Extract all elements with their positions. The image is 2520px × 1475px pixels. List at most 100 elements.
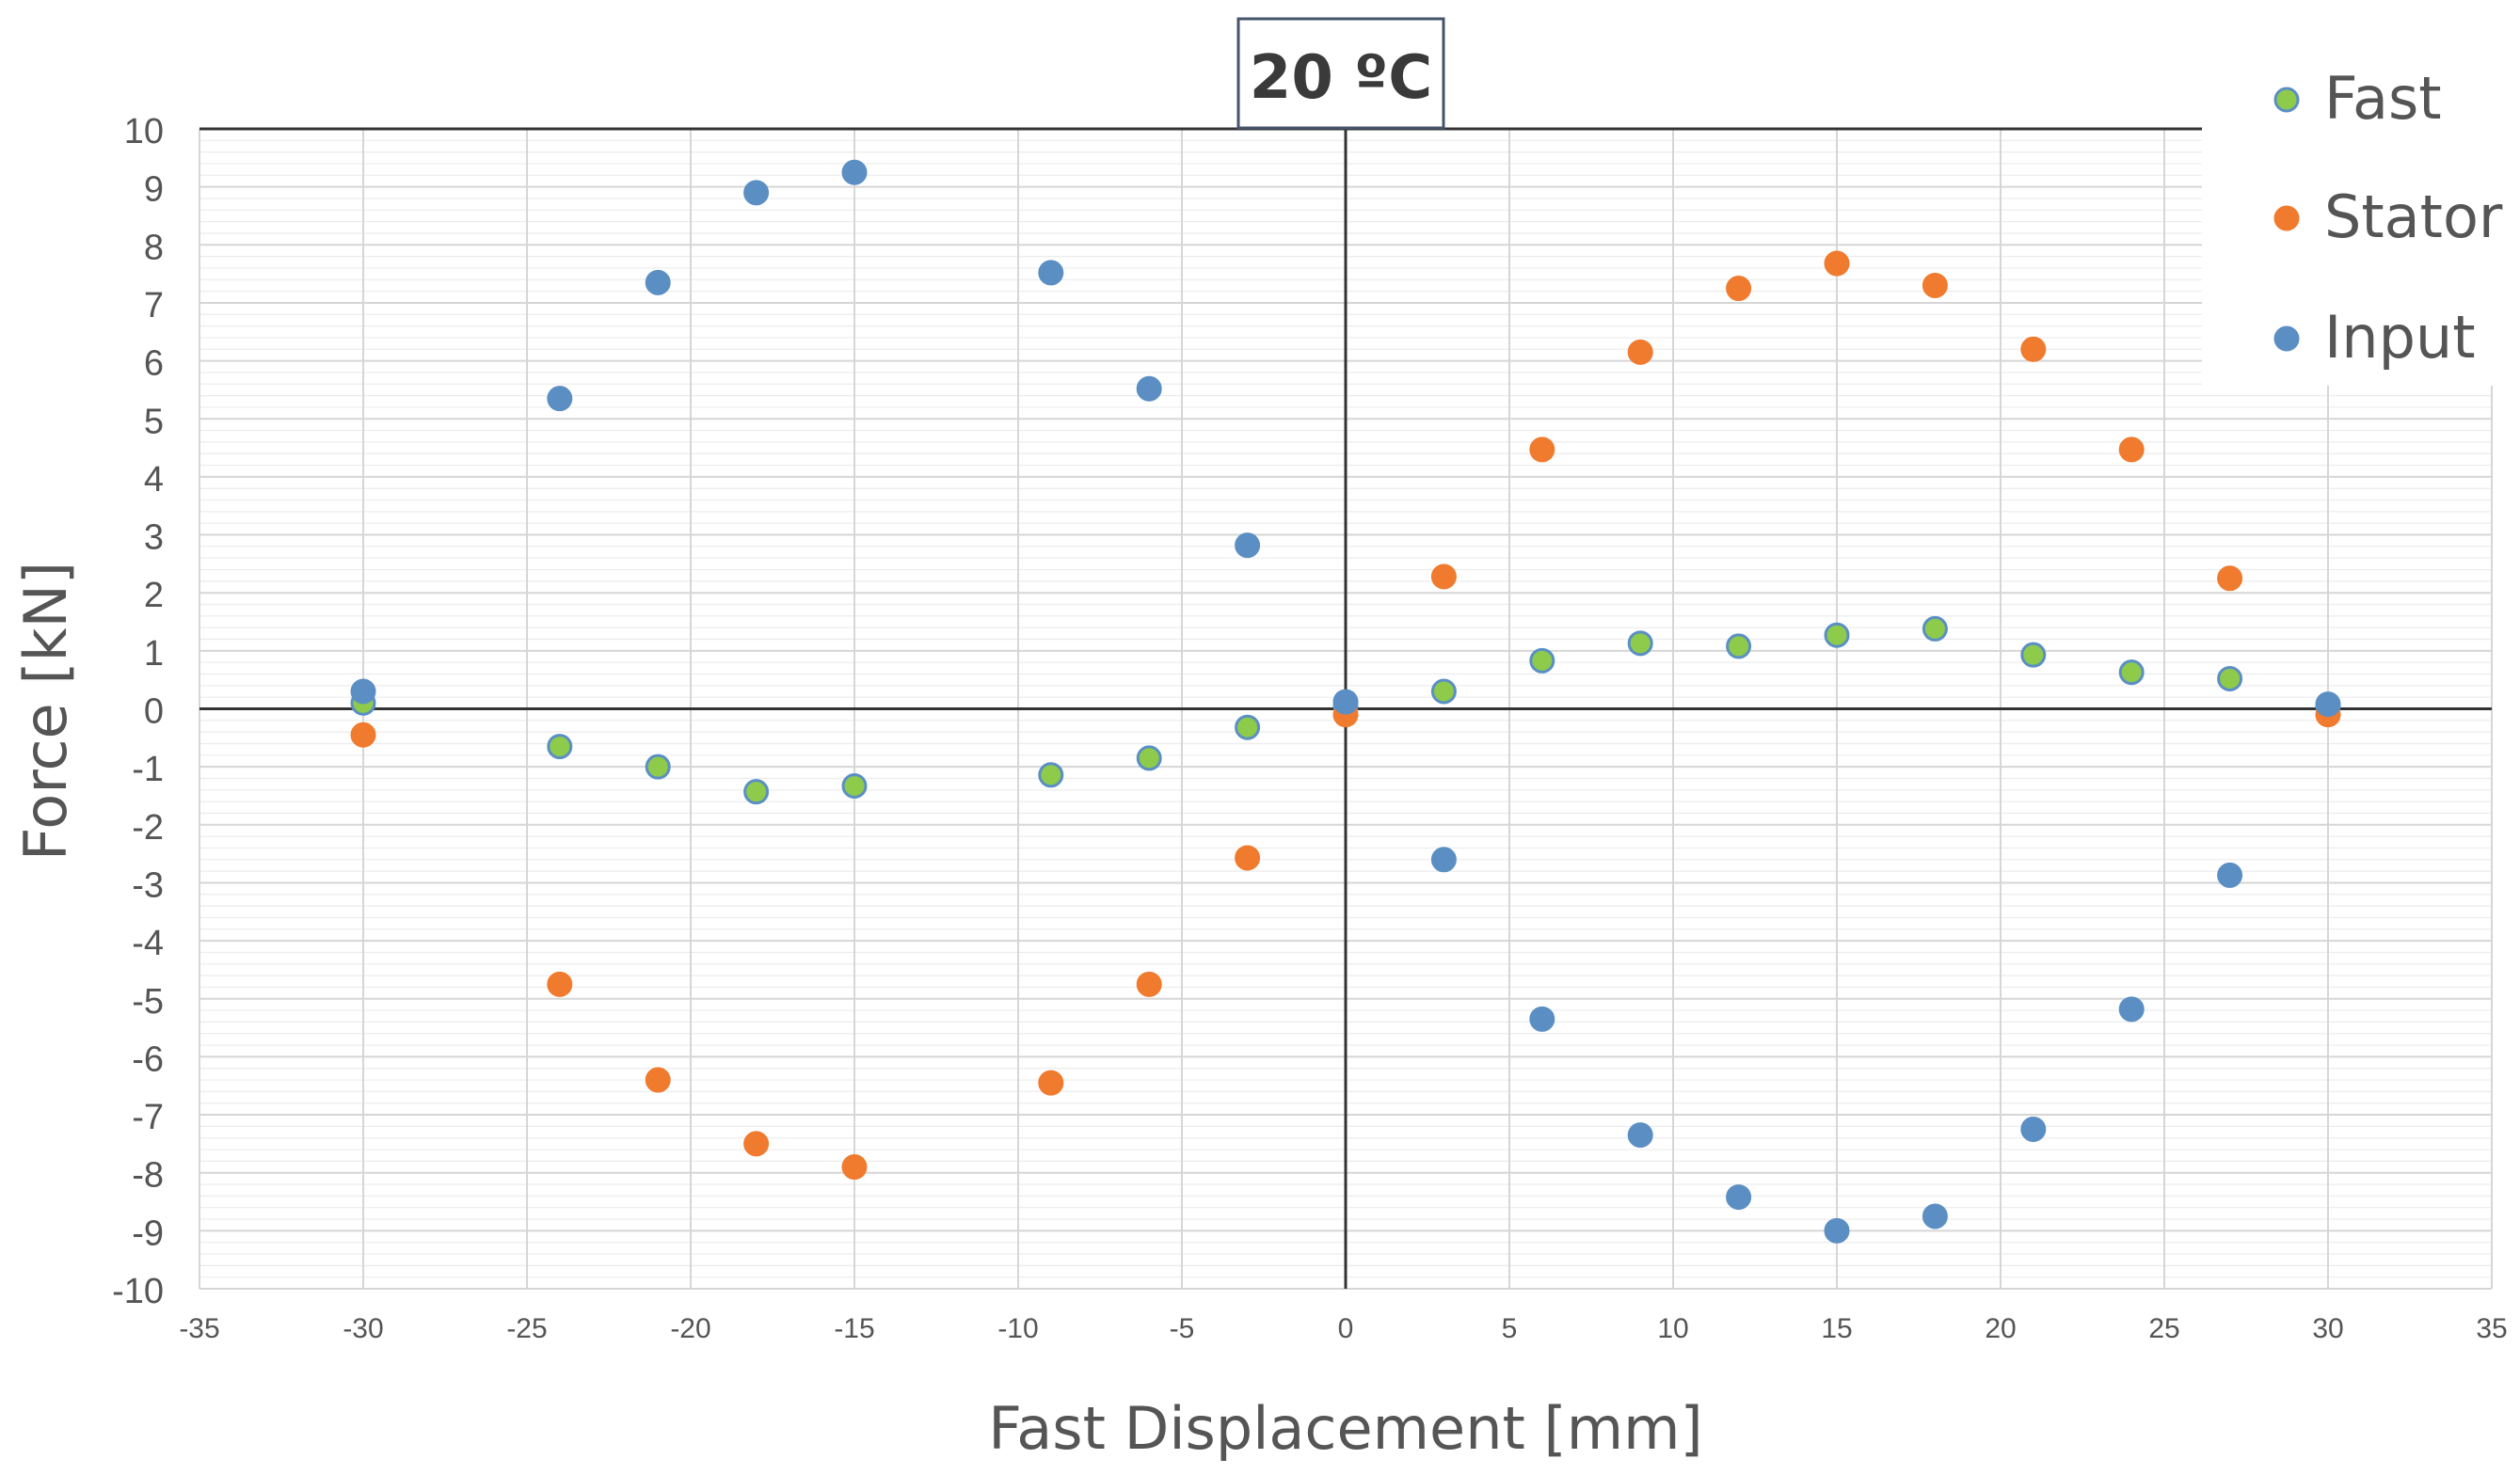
x-tick-label: -10 bbox=[997, 1313, 1038, 1344]
y-tick-label: 1 bbox=[144, 634, 164, 674]
x-tick-label: 0 bbox=[1338, 1313, 1354, 1344]
legend-marker-fast bbox=[2273, 87, 2300, 113]
y-tick-label: -6 bbox=[132, 1039, 164, 1079]
legend-background bbox=[2202, 38, 2520, 386]
point-fast bbox=[841, 772, 868, 799]
legend-label-stator: Stator bbox=[2324, 182, 2503, 251]
point-fast bbox=[1627, 630, 1653, 657]
y-tick-label: 8 bbox=[144, 228, 164, 267]
point-fast bbox=[2020, 642, 2047, 668]
point-input bbox=[2020, 1116, 2047, 1142]
x-tick-label: -35 bbox=[179, 1313, 219, 1344]
point-stator bbox=[350, 722, 376, 748]
x-tick-label: 35 bbox=[2476, 1313, 2507, 1344]
point-fast bbox=[1529, 647, 1555, 674]
legend-marker-stator bbox=[2273, 205, 2300, 231]
x-tick-label: 20 bbox=[1985, 1313, 2016, 1344]
x-tick-labels: -35 -30 -25 -20 -15 -10 -5 0 5 10 15 20 25 30 35 bbox=[179, 1313, 2507, 1344]
y-tick-label: -2 bbox=[132, 808, 164, 848]
point-fast bbox=[1038, 762, 1064, 788]
x-tick-label: -15 bbox=[834, 1313, 874, 1344]
y-tick-label: 2 bbox=[144, 576, 164, 615]
legend-label-fast: Fast bbox=[2324, 64, 2442, 133]
point-input bbox=[350, 678, 376, 705]
legend-label-input: Input bbox=[2324, 303, 2476, 372]
point-stator bbox=[1627, 339, 1653, 365]
y-tick-label: 6 bbox=[144, 344, 164, 384]
point-fast bbox=[1824, 622, 1850, 648]
y-tick-label: 3 bbox=[144, 518, 164, 558]
y-tick-label: -5 bbox=[132, 982, 164, 1022]
y-tick-label: -3 bbox=[132, 865, 164, 905]
x-tick-label: 25 bbox=[2148, 1313, 2179, 1344]
legend: Fast Stator Input bbox=[2202, 38, 2520, 386]
point-input bbox=[1430, 847, 1457, 873]
point-input bbox=[2118, 996, 2145, 1023]
point-stator bbox=[1038, 1070, 1064, 1096]
point-input bbox=[1038, 260, 1064, 286]
x-tick-label: 15 bbox=[1821, 1313, 1852, 1344]
point-stator bbox=[1136, 971, 1162, 997]
y-tick-label: 0 bbox=[144, 692, 164, 732]
point-stator bbox=[2217, 565, 2243, 592]
point-stator bbox=[2118, 436, 2145, 463]
y-tick-label: -1 bbox=[132, 750, 164, 789]
point-stator bbox=[1529, 436, 1555, 463]
point-fast bbox=[1726, 633, 1752, 659]
x-tick-label: -30 bbox=[343, 1313, 383, 1344]
y-tick-label: 4 bbox=[144, 460, 164, 500]
point-fast bbox=[547, 734, 573, 760]
x-tick-label: 5 bbox=[1502, 1313, 1518, 1344]
point-stator bbox=[841, 1154, 868, 1181]
point-input bbox=[1922, 1203, 1948, 1229]
point-input bbox=[1136, 375, 1162, 402]
point-input bbox=[1726, 1184, 1752, 1211]
y-tick-label: 10 bbox=[124, 112, 164, 151]
point-stator bbox=[2020, 336, 2047, 362]
y-axis-title: Force [kN] bbox=[11, 562, 80, 861]
x-tick-label: -5 bbox=[1170, 1313, 1195, 1344]
point-input bbox=[743, 180, 770, 206]
y-tick-label: 5 bbox=[144, 402, 164, 441]
point-input bbox=[2315, 691, 2341, 718]
point-input bbox=[2217, 862, 2243, 888]
point-input bbox=[1824, 1217, 1850, 1244]
point-stator bbox=[1430, 563, 1457, 590]
point-fast bbox=[1430, 678, 1457, 705]
legend-marker-input bbox=[2273, 325, 2300, 352]
point-input bbox=[1235, 532, 1261, 559]
y-tick-label: 9 bbox=[144, 170, 164, 210]
y-tick-label: -8 bbox=[132, 1156, 164, 1196]
point-stator bbox=[547, 971, 573, 997]
x-tick-label: -20 bbox=[670, 1313, 710, 1344]
point-fast bbox=[2217, 665, 2243, 691]
x-axis-title: Fast Displacement [mm] bbox=[988, 1394, 1702, 1463]
point-input bbox=[547, 386, 573, 412]
point-stator bbox=[1235, 845, 1261, 871]
point-stator bbox=[1824, 250, 1850, 277]
chart-title: 20 ºC bbox=[1250, 43, 1432, 113]
y-tick-label: -4 bbox=[132, 924, 164, 963]
point-stator bbox=[1726, 276, 1752, 302]
point-input bbox=[1627, 1122, 1653, 1149]
point-input bbox=[1529, 1006, 1555, 1032]
point-input bbox=[645, 269, 671, 295]
point-stator bbox=[1922, 272, 1948, 298]
point-input bbox=[1332, 689, 1359, 715]
point-fast bbox=[1235, 714, 1261, 740]
point-fast bbox=[743, 779, 770, 805]
point-fast bbox=[1922, 615, 1948, 642]
x-tick-label: 10 bbox=[1657, 1313, 1688, 1344]
point-stator bbox=[743, 1131, 770, 1157]
chart-title-box: 20 ºC bbox=[1236, 17, 1445, 130]
y-tick-label: -7 bbox=[132, 1098, 164, 1137]
y-tick-label: -9 bbox=[132, 1213, 164, 1253]
point-stator bbox=[645, 1067, 671, 1093]
point-fast bbox=[2118, 659, 2145, 686]
point-fast bbox=[645, 753, 671, 780]
point-fast bbox=[1136, 745, 1162, 771]
point-input bbox=[841, 159, 868, 185]
data-points bbox=[350, 159, 2341, 1244]
